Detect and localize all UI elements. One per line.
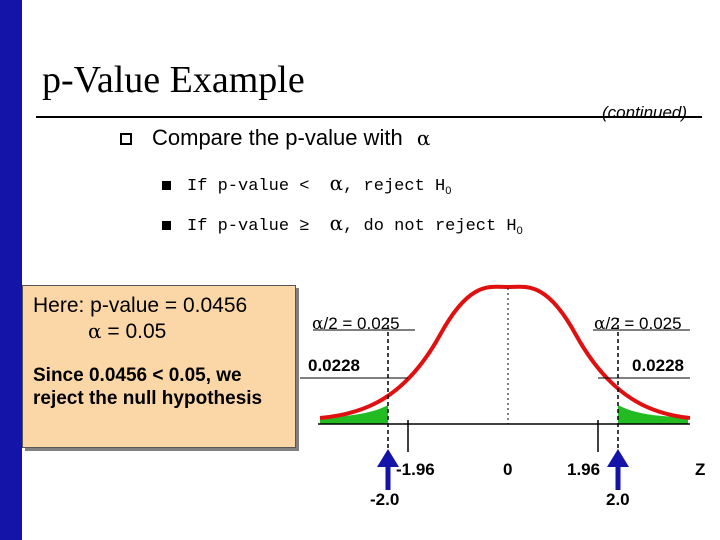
bullet-sub-text: , do not reject H [343, 217, 517, 236]
left-alpha-value: /2 = 0.025 [323, 314, 400, 333]
alpha-symbol: α [329, 211, 344, 235]
left-tail-fill [320, 405, 388, 424]
test-stat-left: -2.0 [370, 490, 400, 509]
example-callout-box: Here: p-value = 0.0456 α = 0.05 Since 0.… [22, 285, 296, 448]
bullet-main: Compare the p-value with α [120, 125, 430, 151]
slide-title: p-Value Example [42, 59, 305, 101]
right-tail-fill [618, 405, 688, 424]
bullet-sub-operator: ≥ [299, 217, 310, 236]
continued-note: (continued) [602, 103, 688, 122]
bullet-main-text: Compare the p-value with [152, 125, 403, 150]
bullet-sub-prefix: If p-value [187, 217, 290, 236]
alpha-symbol: α [312, 314, 324, 334]
right-alpha-value: /2 = 0.025 [605, 314, 682, 333]
right-alpha-label: α/2 = 0.025 [594, 314, 682, 334]
critical-value-right: 1.96 [567, 460, 601, 479]
critical-value-left: -1.96 [396, 460, 435, 479]
square-bullet-icon [120, 133, 132, 146]
right-tail-pvalue: 0.0228 [632, 356, 684, 375]
box-pvalue-line: Here: p-value = 0.0456 [33, 294, 248, 317]
alpha-symbol: α [329, 171, 344, 195]
box-alpha-value: = 0.05 [101, 320, 167, 343]
subscript: 0 [516, 225, 523, 237]
bullet-sub-text: , reject H [343, 177, 446, 196]
test-stat-right: 2.0 [606, 490, 630, 509]
bullet-sub-operator: < [299, 177, 310, 196]
left-tail-pvalue: 0.0228 [308, 356, 360, 375]
left-stat-arrow-icon [377, 449, 399, 490]
left-alpha-label: α/2 = 0.025 [312, 314, 400, 334]
right-stat-arrow-icon [607, 449, 629, 490]
center-zero-label: 0 [503, 460, 513, 479]
bullet-sub-reject: If p-value < α, reject H0 [162, 171, 451, 197]
bullet-sub-do-not-reject: If p-value ≥ α, do not reject H0 [162, 211, 523, 237]
bullet-sub-prefix: If p-value [187, 177, 290, 196]
normal-curve [319, 284, 691, 420]
alpha-symbol: α [88, 319, 102, 343]
box-alpha-line: α = 0.05 [88, 319, 166, 344]
left-accent-bar [0, 0, 22, 540]
z-axis-label: Z [695, 460, 706, 479]
title-underline [36, 116, 702, 118]
filled-square-bullet-icon [162, 221, 171, 231]
filled-square-bullet-icon [162, 181, 171, 191]
subscript: 0 [445, 185, 452, 197]
alpha-symbol: α [594, 314, 606, 334]
box-conclusion: Since 0.0456 < 0.05, we reject the null … [33, 365, 263, 409]
alpha-symbol: α [416, 126, 431, 150]
